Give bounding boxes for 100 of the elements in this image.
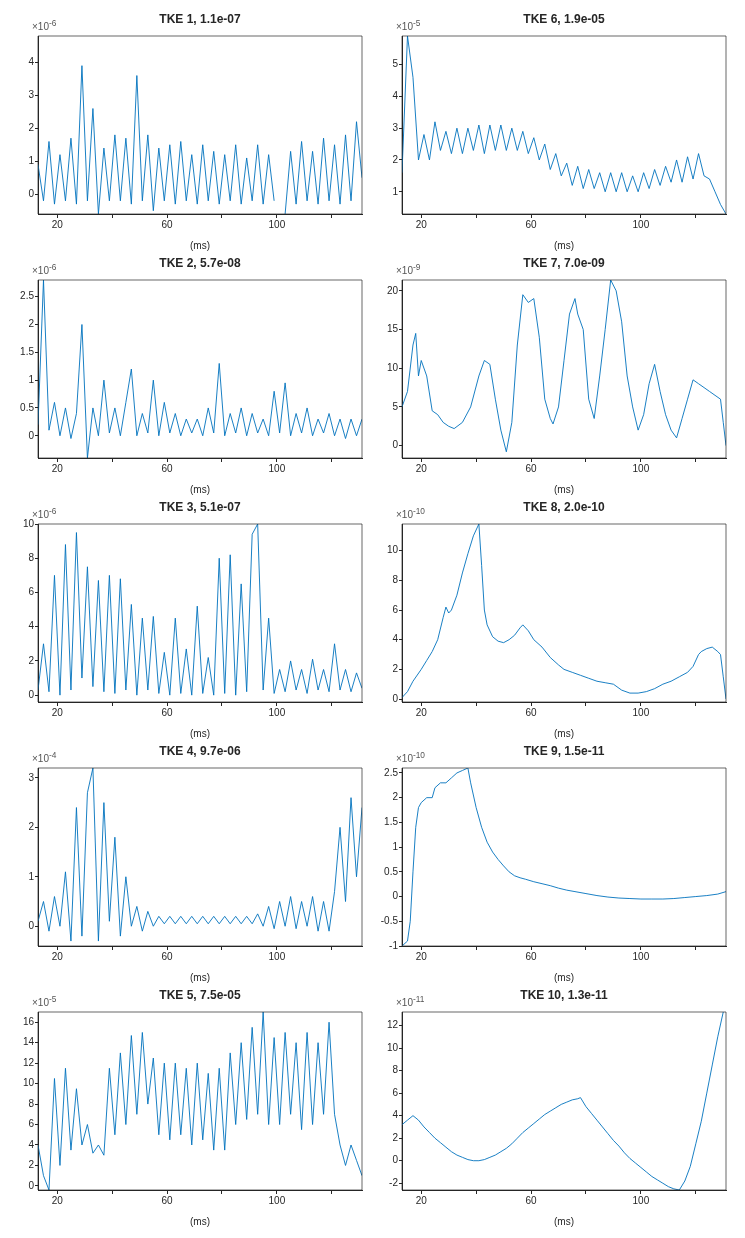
y-axis-title: ×10$^{-6}$: [32, 506, 57, 521]
y-axis-title: ×10$^{-5}$: [396, 18, 421, 33]
y-tick-label: 2: [392, 791, 399, 803]
y-tick-label: 2: [28, 318, 35, 330]
x-axis-title: (ms): [190, 239, 210, 251]
y-tick-label: 0.5: [20, 401, 35, 413]
y-tick-label: 14: [22, 1036, 35, 1048]
x-axis-title: (ms): [554, 727, 574, 739]
y-tick-label: 3: [392, 121, 399, 133]
x-tick-label: 60: [525, 950, 538, 962]
y-tick-label: 2.5: [384, 766, 399, 778]
y-tick-label: 0: [28, 919, 35, 931]
y-tick-label: 4: [28, 56, 35, 68]
y-tick-label: 10: [386, 544, 399, 556]
x-tick-label: 60: [161, 462, 174, 474]
y-tick-label: 2: [28, 654, 35, 666]
y-tick-label: 0: [392, 1154, 399, 1166]
chart-title: TKE 1, 1.1e-07: [159, 12, 241, 26]
y-tick-label: 1.5: [20, 346, 35, 358]
y-tick-label: 2: [392, 153, 399, 165]
x-tick-label: 20: [415, 462, 428, 474]
y-tick-label: 10: [386, 1041, 399, 1053]
x-tick-label: 60: [161, 950, 174, 962]
y-tick-label: 1: [392, 840, 399, 852]
y-tick-label: 8: [28, 1097, 35, 1109]
y-tick-label: 12: [386, 1019, 399, 1031]
chart-title: TKE 10, 1.3e-11: [520, 988, 608, 1002]
y-axis-title: ×10$^{-5}$: [32, 994, 57, 1009]
x-tick-label: 100: [632, 1194, 650, 1206]
y-tick-label: 0: [28, 187, 35, 199]
y-tick-label: -1: [389, 939, 399, 951]
y-tick-label: 6: [28, 1118, 35, 1130]
chart-title: TKE 7, 7.0e-09: [523, 256, 605, 270]
x-tick-label: 20: [415, 218, 428, 230]
x-tick-label: 100: [632, 218, 650, 230]
y-axis-title: ×10$^{-6}$: [32, 18, 57, 33]
x-tick-label: 100: [632, 706, 650, 718]
y-tick-label: 4: [392, 90, 399, 102]
chart-title: TKE 3, 5.1e-07: [159, 500, 241, 514]
x-axis-title: (ms): [554, 971, 574, 983]
y-tick-label: -2: [389, 1176, 399, 1188]
x-axis-title: (ms): [554, 1215, 574, 1227]
x-tick-label: 20: [415, 706, 428, 718]
y-tick-label: 1: [28, 373, 35, 385]
x-tick-label: 100: [268, 218, 286, 230]
x-tick-label: 100: [268, 706, 286, 718]
x-axis-title: (ms): [190, 483, 210, 495]
y-tick-label: 0: [392, 439, 399, 451]
y-tick-label: 4: [28, 1138, 35, 1150]
y-tick-label: 0: [28, 429, 35, 441]
y-tick-label: 2: [28, 122, 35, 134]
y-axis-title: ×10$^{-6}$: [32, 262, 57, 277]
y-tick-label: 10: [22, 1077, 35, 1089]
y-tick-label: 20: [386, 284, 399, 296]
y-tick-label: -0.5: [380, 915, 399, 927]
y-tick-label: 4: [28, 620, 35, 632]
y-tick-label: 1: [28, 870, 35, 882]
x-tick-label: 60: [161, 706, 174, 718]
y-axis-title: ×10$^{-10}$: [396, 506, 426, 521]
y-axis-title: ×10$^{-4}$: [32, 750, 57, 765]
x-tick-label: 100: [268, 462, 286, 474]
y-tick-label: 0: [392, 890, 399, 902]
y-tick-label: 3: [28, 89, 35, 101]
x-tick-label: 60: [161, 1194, 174, 1206]
y-tick-label: 1.5: [384, 816, 399, 828]
y-axis-title: ×10$^{-10}$: [396, 750, 426, 765]
x-tick-label: 100: [268, 950, 286, 962]
y-tick-label: 8: [28, 551, 35, 563]
y-tick-label: 2: [392, 663, 399, 675]
y-axis-title: ×10$^{-9}$: [396, 262, 421, 277]
y-tick-label: 10: [22, 517, 35, 529]
x-tick-label: 60: [161, 218, 174, 230]
chart-title: TKE 4, 9.7e-06: [159, 744, 241, 758]
y-tick-label: 1: [392, 185, 399, 197]
y-tick-label: 2.5: [20, 290, 35, 302]
x-tick-label: 20: [51, 1194, 64, 1206]
y-tick-label: 0: [392, 692, 399, 704]
chart-title: TKE 6, 1.9e-05: [523, 12, 605, 26]
x-axis-title: (ms): [190, 1215, 210, 1227]
x-tick-label: 60: [525, 218, 538, 230]
x-tick-label: 20: [51, 950, 64, 962]
y-tick-label: 0: [28, 688, 35, 700]
y-tick-label: 5: [392, 58, 399, 70]
y-tick-label: 6: [392, 1086, 399, 1098]
y-tick-label: 6: [28, 586, 35, 598]
chart-title: TKE 9, 1.5e-11: [523, 744, 605, 758]
chart-title: TKE 2, 5.7e-08: [159, 256, 241, 270]
x-tick-label: 20: [415, 950, 428, 962]
x-tick-label: 20: [415, 1194, 428, 1206]
y-tick-label: 0.5: [384, 865, 399, 877]
y-tick-label: 1: [28, 155, 35, 167]
x-tick-label: 20: [51, 706, 64, 718]
y-tick-label: 16: [22, 1015, 35, 1027]
y-tick-label: 4: [392, 633, 399, 645]
chart-title: TKE 5, 7.5e-05: [159, 988, 241, 1002]
y-tick-label: 4: [392, 1109, 399, 1121]
y-tick-label: 8: [392, 574, 399, 586]
y-tick-label: 2: [28, 821, 35, 833]
x-axis-title: (ms): [190, 971, 210, 983]
y-tick-label: 12: [22, 1056, 35, 1068]
